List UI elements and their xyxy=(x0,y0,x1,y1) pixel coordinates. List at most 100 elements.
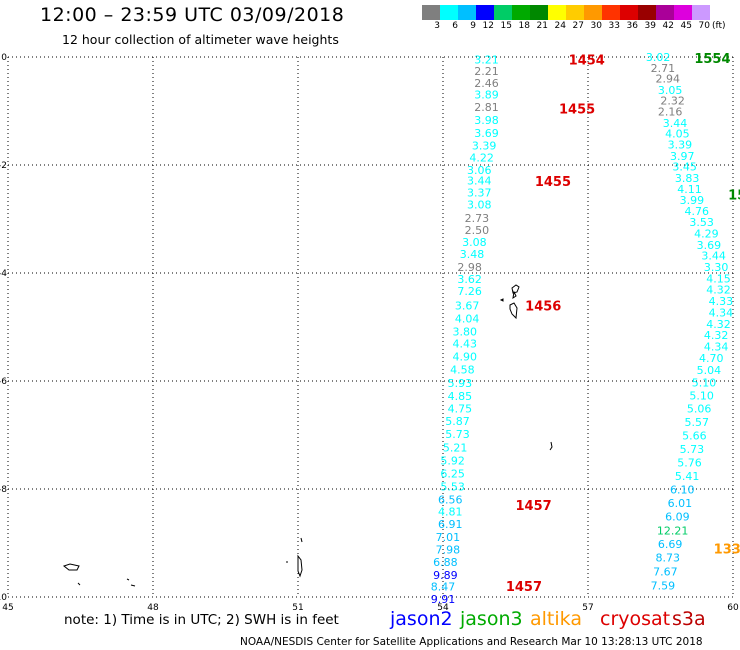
time-label: 1455 xyxy=(535,175,571,190)
wave-height-value: 8.47 xyxy=(431,581,456,594)
wave-height-value: 7.59 xyxy=(651,580,676,593)
wave-height-value: 5.73 xyxy=(445,428,470,441)
wave-height-value: 4.15 xyxy=(706,272,731,285)
color-swatch xyxy=(584,5,602,20)
wave-height-value: 3.39 xyxy=(472,140,497,153)
wave-height-value: 2.71 xyxy=(651,62,676,75)
color-swatch xyxy=(512,5,530,20)
wave-height-value: 12.21 xyxy=(657,525,689,538)
wave-height-value: 5.93 xyxy=(448,377,473,390)
color-scale-tick: 12 xyxy=(482,21,494,31)
x-tick-label: 48 xyxy=(147,603,159,613)
x-tick-label: 57 xyxy=(582,603,593,613)
legend-cryosat: cryosat xyxy=(600,608,671,630)
wave-height-value: 4.70 xyxy=(699,352,724,365)
y-tick-label: -8 xyxy=(0,485,7,495)
wave-height-value: 4.32 xyxy=(706,284,731,297)
wave-height-value: 3.98 xyxy=(474,114,499,127)
wave-height-value: 4.33 xyxy=(709,295,734,308)
wave-height-value: 5.06 xyxy=(687,403,712,416)
wave-height-value: 5.10 xyxy=(689,390,714,403)
wave-height-value: 3.02 xyxy=(646,51,671,64)
wave-height-value: 3.44 xyxy=(467,175,492,188)
wave-height-value: 5.53 xyxy=(440,480,465,493)
color-scale-tick: 21 xyxy=(536,21,548,31)
wave-height-value: 4.29 xyxy=(694,228,719,241)
island-outline xyxy=(297,554,303,578)
wave-height-value: 2.98 xyxy=(457,261,482,274)
time-label: 1454 xyxy=(569,54,605,69)
axis-tick-labels: 45 48 51 54 57 60 0 -2 -4 -6 -8 -10 xyxy=(0,53,739,613)
wave-height-value: 3.67 xyxy=(455,299,480,312)
x-tick-label: 45 xyxy=(2,603,13,613)
wave-height-value: 4.05 xyxy=(665,128,690,141)
color-swatch xyxy=(620,5,638,20)
island-outline xyxy=(549,441,553,451)
wave-height-value: 4.22 xyxy=(469,151,494,164)
wave-height-value: 3.99 xyxy=(680,194,705,207)
island-outlines xyxy=(62,284,553,587)
wave-height-value: 6.88 xyxy=(433,556,458,569)
wave-height-value: 5.41 xyxy=(675,470,700,483)
wave-height-value: 3.62 xyxy=(457,273,482,286)
color-scale-tick: 9 xyxy=(470,21,476,31)
wave-height-value: 4.32 xyxy=(704,329,729,342)
color-swatch xyxy=(692,5,710,20)
legend-jason2: jason2 xyxy=(390,608,453,630)
time-label: 1455 xyxy=(559,102,595,117)
wave-height-value: 3.44 xyxy=(701,250,726,263)
color-scale-tick: 15 xyxy=(500,21,512,31)
color-swatch xyxy=(530,5,548,20)
wave-height-value: 3.05 xyxy=(658,84,683,97)
wave-height-value: 3.37 xyxy=(467,187,492,200)
time-label: 1339 xyxy=(714,542,740,557)
wave-height-value: 4.81 xyxy=(438,506,463,519)
wave-height-value: 4.76 xyxy=(685,205,710,218)
y-tick-label: -6 xyxy=(0,377,7,387)
wave-height-value: 8.73 xyxy=(656,552,681,565)
color-scale-tick: 42 xyxy=(662,21,674,31)
wave-height-value: 3.45 xyxy=(672,161,697,174)
color-scale-tick: 18 xyxy=(518,21,530,31)
island-outline xyxy=(300,537,303,543)
wave-height-value: 4.32 xyxy=(706,318,731,331)
wave-height-value: 9.91 xyxy=(431,593,456,606)
wave-height-value: 7.01 xyxy=(436,531,461,544)
x-tick-label: 54 xyxy=(437,603,449,613)
chart-title: 12:00 – 23:59 UTC 03/09/2018 xyxy=(40,4,345,26)
x-tick-label: 60 xyxy=(727,603,739,613)
color-swatch xyxy=(422,5,440,20)
color-scale-tick: 33 xyxy=(608,21,620,31)
color-scale-tick: 30 xyxy=(590,21,602,31)
y-tick-label: -10 xyxy=(0,593,7,603)
wave-height-value: 6.25 xyxy=(440,467,465,480)
wave-height-value: 5.04 xyxy=(697,364,722,377)
color-scale-tick: 6 xyxy=(452,21,458,31)
wave-height-value: 6.01 xyxy=(668,497,693,510)
wave-height-value: 4.85 xyxy=(448,390,473,403)
wave-height-value: 9.89 xyxy=(433,569,458,582)
island-outline xyxy=(62,563,80,571)
wave-height-value: 4.04 xyxy=(455,312,480,325)
wave-height-value: 3.08 xyxy=(462,236,487,249)
wave-height-value: 2.81 xyxy=(474,101,499,114)
color-swatch xyxy=(566,5,584,20)
color-scale-labels: 3 6 9 12 15 18 21 24 27 30 33 36 39 42 45 70 (ft) xyxy=(422,21,725,31)
grid-layer xyxy=(7,56,734,598)
wave-height-value: 2.32 xyxy=(660,95,685,108)
wave-height-value: 6.91 xyxy=(438,518,463,531)
wave-height-value: 3.53 xyxy=(689,216,714,229)
wave-height-value: 5.87 xyxy=(445,415,470,428)
color-scale-bar xyxy=(422,5,728,20)
color-swatch xyxy=(602,5,620,20)
wave-height-value: 3.89 xyxy=(474,88,499,101)
wave-height-value: 5.92 xyxy=(440,454,465,467)
color-scale-tick: 36 xyxy=(626,21,638,31)
wave-height-value: 4.11 xyxy=(677,183,702,196)
wave-height-value: 6.56 xyxy=(438,493,463,506)
wave-height-value: 6.09 xyxy=(665,511,690,524)
wave-height-value: 3.44 xyxy=(663,117,688,130)
legend-row: note: 1) Time is in UTC; 2) SWH is in fe… xyxy=(64,608,740,632)
color-swatch xyxy=(674,5,692,20)
wave-height-value: 3.21 xyxy=(474,54,499,67)
